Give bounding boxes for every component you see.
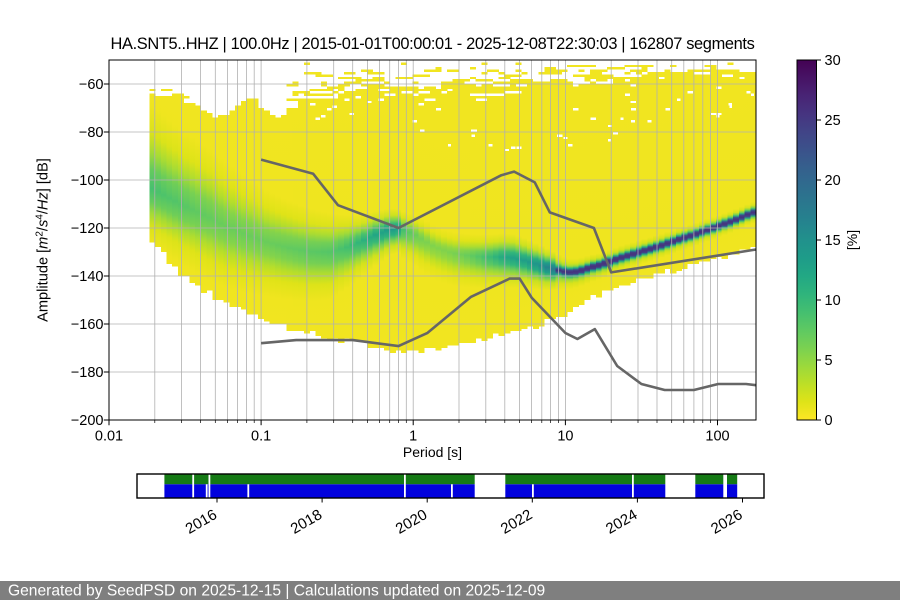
svg-text:0.1: 0.1 [251, 429, 271, 445]
svg-text:[%]: [%] [844, 230, 860, 250]
svg-text:10: 10 [825, 293, 841, 309]
svg-text:HA.SNT5..HHZ | 100.0Hz | 2015-: HA.SNT5..HHZ | 100.0Hz | 2015-01-01T00:0… [111, 35, 755, 53]
svg-text:−200: −200 [71, 413, 104, 429]
svg-text:25: 25 [825, 113, 841, 129]
svg-text:−100: −100 [71, 173, 104, 189]
svg-text:−160: −160 [71, 317, 104, 333]
svg-text:−140: −140 [71, 269, 104, 285]
svg-text:100: 100 [705, 429, 729, 445]
svg-text:10: 10 [557, 429, 573, 445]
svg-text:0: 0 [825, 413, 833, 429]
svg-text:−120: −120 [71, 221, 104, 237]
svg-text:15: 15 [825, 233, 841, 249]
svg-text:1: 1 [409, 429, 417, 445]
svg-text:−80: −80 [79, 125, 104, 141]
svg-text:30: 30 [825, 53, 841, 69]
svg-text:Generated by SeedPSD on 2025-1: Generated by SeedPSD on 2025-12-15 | Cal… [8, 583, 545, 600]
svg-text:Amplitude [m2/s4/Hz] [dB]: Amplitude [m2/s4/Hz] [dB] [35, 158, 52, 322]
svg-text:−60: −60 [79, 77, 104, 93]
svg-text:−180: −180 [71, 365, 104, 381]
svg-text:20: 20 [825, 173, 841, 189]
svg-text:5: 5 [825, 353, 833, 369]
svg-text:0.01: 0.01 [95, 429, 123, 445]
svg-text:Period [s]: Period [s] [403, 444, 462, 460]
